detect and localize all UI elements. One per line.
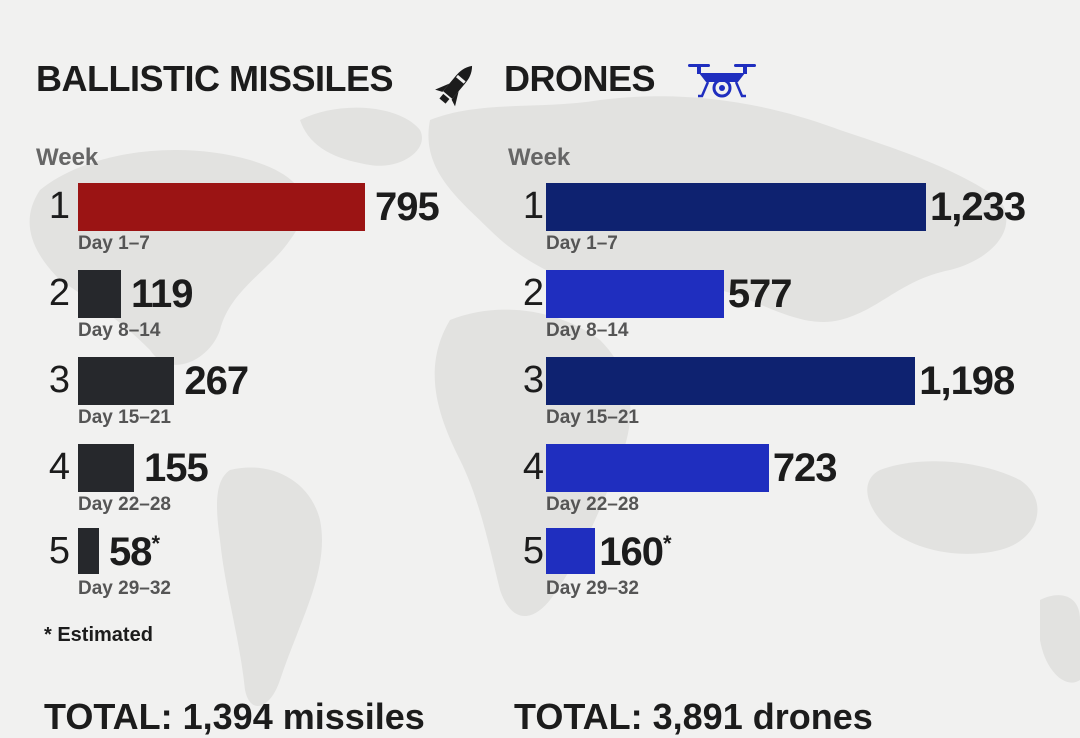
bar	[78, 528, 99, 574]
bar-value: 155	[143, 446, 209, 490]
bar	[78, 444, 134, 492]
week-axis-label: Week	[508, 144, 571, 171]
day-range-label: Day 29–32	[78, 578, 171, 599]
bar-value: 577	[727, 272, 793, 316]
estimated-footnote: * Estimated	[44, 624, 153, 646]
bar-value: 58*	[108, 530, 160, 574]
bar-value: 795	[375, 185, 440, 229]
bar-value: 1,233	[930, 185, 1026, 229]
drones-title: DRONES	[504, 58, 656, 99]
week-number: 3	[522, 359, 544, 401]
bar-row: 4 155 Day 22–28	[36, 444, 536, 524]
bar-value: 1,198	[919, 359, 1015, 403]
day-range-label: Day 8–14	[78, 320, 161, 341]
bar	[546, 270, 724, 318]
missiles-total: TOTAL: 1,394 missiles	[44, 696, 425, 737]
week-number: 1	[48, 185, 70, 227]
bar-row: 1 795 Day 1–7	[36, 183, 536, 263]
week-number: 5	[48, 530, 70, 572]
bar-row: 5 58* Day 29–32	[36, 528, 536, 608]
bar-value: 160*	[599, 530, 672, 574]
bar	[546, 528, 596, 574]
bar-value: 267	[184, 359, 249, 403]
missile-icon	[435, 65, 473, 107]
week-number: 2	[522, 272, 544, 314]
bar	[78, 270, 121, 318]
day-range-label: Day 1–7	[546, 233, 618, 254]
bar-value: 119	[130, 272, 194, 316]
missiles-title: BALLISTIC MISSILES	[36, 58, 394, 99]
bar	[546, 357, 916, 405]
missiles-panel: BALLISTIC MISSILES Week 1 795 Day 1–7 2 …	[0, 0, 520, 720]
week-axis-label: Week	[36, 144, 99, 171]
week-number: 3	[48, 359, 70, 401]
day-range-label: Day 1–7	[78, 233, 150, 254]
bar-row: 5 160* Day 29–32	[510, 528, 1010, 608]
day-range-label: Day 22–28	[546, 494, 639, 515]
bar-row: 3 1,198 Day 15–21	[510, 357, 1015, 437]
drones-panel: DRONES Week 1 1,233 Day 1–7 2 577 Day 8–…	[470, 0, 1026, 720]
bar	[546, 183, 926, 231]
day-range-label: Day 15–21	[78, 407, 171, 428]
estimated-asterisk: *	[151, 531, 160, 556]
estimated-asterisk: *	[663, 531, 672, 556]
week-number: 4	[522, 446, 544, 488]
bar-row: 3 267 Day 15–21	[36, 357, 536, 437]
week-number: 4	[48, 446, 70, 488]
drones-total: TOTAL: 3,891 drones	[514, 696, 873, 737]
day-range-label: Day 29–32	[546, 578, 639, 599]
bar-row: 1 1,233 Day 1–7	[510, 183, 1026, 263]
bar-row: 4 723 Day 22–28	[510, 444, 1010, 524]
bar-row: 2 577 Day 8–14	[510, 270, 1010, 350]
day-range-label: Day 15–21	[546, 407, 639, 428]
week-number: 1	[522, 185, 544, 227]
bar-value: 723	[772, 446, 838, 490]
bar	[78, 183, 365, 231]
week-number: 2	[48, 272, 70, 314]
bar	[78, 357, 175, 405]
bar	[546, 444, 769, 492]
day-range-label: Day 8–14	[546, 320, 629, 341]
drone-icon	[688, 64, 756, 98]
week-number: 5	[522, 530, 544, 572]
bar-row: 2 119 Day 8–14	[36, 270, 536, 350]
day-range-label: Day 22–28	[78, 494, 171, 515]
